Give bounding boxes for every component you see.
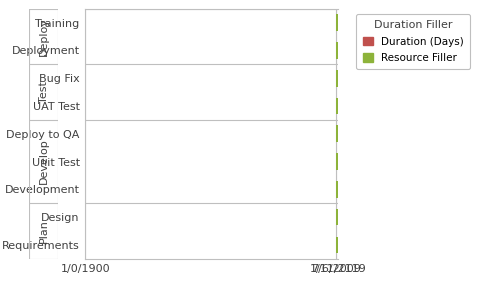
Bar [336,14,337,31]
Bar [85,42,336,59]
Bar [85,181,336,198]
Bar [336,126,337,142]
Text: Test: Test [39,81,49,103]
Text: Plan: Plan [39,219,49,243]
Bar [85,14,336,31]
Text: Deploy: Deploy [39,17,49,56]
Bar [85,236,336,253]
Bar [336,42,337,59]
Bar [336,70,337,86]
Bar [85,153,336,170]
Bar [336,209,337,225]
Legend: Duration (Days), Resource Filler: Duration (Days), Resource Filler [356,14,470,69]
Bar [336,153,337,170]
Bar [85,98,336,114]
Text: Develop: Develop [39,139,49,184]
Bar [85,70,336,86]
Bar [336,181,337,198]
Bar [336,98,337,114]
Bar [85,126,336,142]
Bar [85,209,336,225]
Bar [336,236,337,253]
